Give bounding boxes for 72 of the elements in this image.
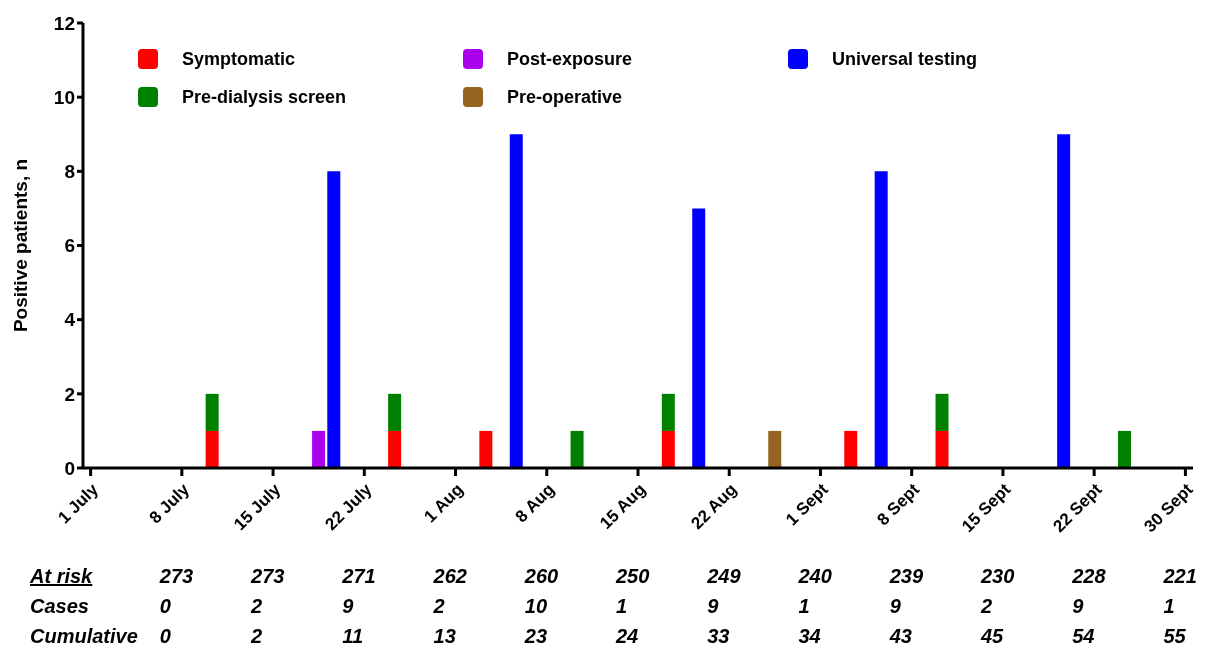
text: 23 [524, 625, 548, 648]
text: 273 [159, 565, 194, 588]
y-tick-label: 12 [53, 12, 75, 34]
text: 1 [798, 595, 810, 618]
bar [1117, 430, 1131, 468]
text: 55 [1163, 625, 1186, 648]
y-tick-label: 2 [64, 383, 75, 405]
y-tick-label: 0 [64, 457, 75, 479]
text: 230 [980, 565, 1015, 588]
text: 1 [616, 595, 628, 618]
bar [661, 393, 675, 431]
text: 2 [433, 595, 445, 618]
legend-label: Symptomatic [182, 48, 296, 70]
text: 43 [889, 625, 912, 648]
bar [509, 134, 523, 468]
bar [874, 171, 888, 468]
bar [312, 430, 326, 468]
bar [844, 430, 858, 468]
text: 34 [798, 625, 821, 648]
text: 10 [524, 595, 548, 618]
text: Cumulative [30, 625, 138, 648]
text: 11 [342, 625, 364, 648]
text: 13 [433, 625, 456, 648]
legend-label: Post-exposure [507, 48, 633, 70]
text: 24 [616, 625, 639, 648]
bar [388, 430, 402, 468]
legend-label: Pre-dialysis screen [182, 86, 347, 108]
bar [768, 430, 782, 468]
text: 9 [1072, 595, 1084, 618]
bar [388, 393, 402, 431]
text: 262 [433, 565, 467, 588]
text: 250 [616, 565, 650, 588]
bar [661, 430, 675, 468]
y-tick-label: 10 [53, 86, 75, 108]
bar [479, 430, 493, 468]
bar [692, 208, 706, 468]
y-axis-title: Positive patients, n [9, 158, 31, 333]
text: 240 [798, 565, 832, 588]
text: Cases [30, 595, 89, 618]
text: 249 [707, 565, 741, 588]
text: 9 [707, 595, 719, 618]
y-tick-label: 6 [64, 235, 75, 257]
text: 260 [524, 565, 559, 588]
text: 0 [159, 625, 171, 648]
bar [327, 171, 341, 468]
text: 2 [251, 625, 263, 648]
bar [935, 393, 949, 431]
x-tick-label: 1 Aug [420, 479, 467, 527]
y-tick-label: 8 [64, 161, 75, 183]
text: 221 [1163, 565, 1197, 588]
text: 2 [251, 595, 263, 618]
bar [205, 430, 219, 468]
text: 1 [1163, 595, 1175, 618]
text: 33 [707, 625, 730, 648]
bar [205, 393, 219, 431]
text: 273 [251, 565, 285, 588]
text: 54 [1072, 625, 1095, 648]
bar [1057, 134, 1071, 468]
text: 9 [889, 595, 901, 618]
text: 228 [1072, 565, 1106, 588]
text: 45 [980, 625, 1004, 648]
text: 239 [889, 565, 924, 588]
legend-label: Universal testing [832, 48, 978, 70]
y-tick-label: 4 [64, 309, 76, 331]
text: 271 [342, 565, 376, 588]
text: 2 [980, 595, 993, 618]
bar [935, 430, 949, 468]
text: 0 [159, 595, 171, 618]
bar [570, 430, 584, 468]
text: 9 [342, 595, 354, 618]
text: At risk [30, 565, 93, 588]
legend-label: Pre-operative [507, 86, 623, 108]
